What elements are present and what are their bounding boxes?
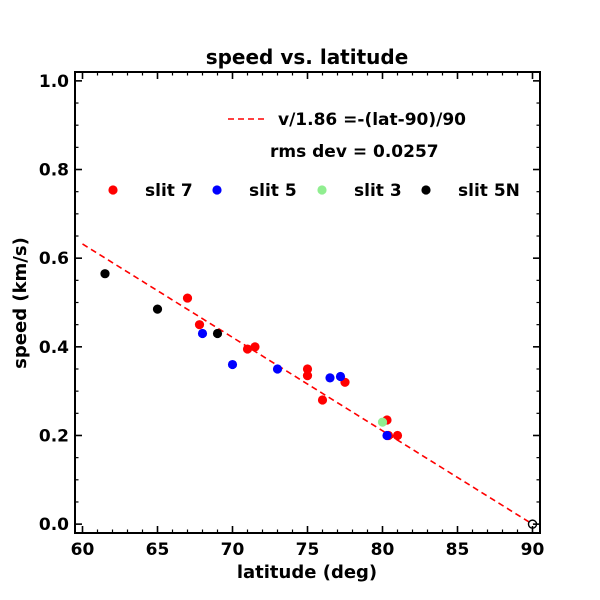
data-point-slit-3 [377, 417, 388, 427]
data-point-slit-7 [182, 293, 193, 303]
y-tick-label: 0.2 [39, 426, 69, 446]
legend-label-slit-3: slit 3 [354, 181, 402, 201]
data-point-slit-5n [152, 304, 163, 314]
fit-line-legend-label: v/1.86 =-(lat-90)/90 [278, 110, 466, 130]
x-tick-label: 90 [521, 540, 545, 560]
data-point-slit-7 [392, 430, 403, 441]
x-axis-label: latitude (deg) [237, 562, 377, 583]
legend-label-slit-7: slit 7 [145, 181, 193, 201]
chart-title: speed vs. latitude [206, 45, 409, 69]
data-point-slit-5 [272, 364, 283, 374]
data-point-slit-5 [382, 430, 392, 441]
y-tick-label: 0.6 [39, 249, 69, 269]
legend-marker-slit-3 [317, 185, 327, 195]
x-tick-label: 60 [71, 540, 95, 560]
data-point-slit-5 [325, 373, 335, 383]
x-tick-label: 85 [446, 540, 470, 560]
x-tick-label: 75 [296, 540, 320, 560]
x-tick-label: 65 [146, 540, 170, 560]
legend-marker-slit-5n [421, 185, 431, 195]
legend-label-slit-5n: slit 5N [458, 181, 520, 201]
plot-area: 60 65 70 75 80 85 90 0.0 0.2 0.4 0.6 0.8 1.0 slit 7 sl… [39, 71, 545, 560]
fit-line [82, 243, 533, 525]
data-point-slit-7 [317, 395, 328, 405]
y-tick-label: 0.0 [39, 515, 69, 535]
data-point-slit-7 [194, 320, 205, 330]
x-tick-label: 70 [221, 540, 245, 560]
data-point-slit-5 [227, 359, 238, 370]
data-point-slit-5n [212, 328, 223, 339]
legend-marker-slit-5 [212, 185, 222, 195]
legend-marker-slit-7 [108, 185, 118, 195]
data-point-slit-5 [335, 371, 346, 382]
legend-label-slit-5: slit 5 [249, 181, 297, 201]
data-point-slit-7 [302, 364, 313, 374]
data-point-slit-7 [242, 344, 253, 354]
data-point-slit-7 [302, 371, 313, 381]
y-tick-label: 0.8 [39, 161, 69, 181]
rms-annotation: rms dev = 0.0257 [270, 142, 439, 162]
y-axis-label: speed (km/s) [10, 237, 31, 369]
data-point-slit-5n [100, 269, 110, 279]
y-tick-label: 1.0 [39, 72, 69, 92]
x-tick-label: 80 [371, 540, 395, 560]
data-point-slit-7 [250, 342, 260, 352]
open-circle-marker [527, 519, 538, 529]
y-tick-label: 0.4 [39, 338, 69, 358]
data-point-slit-5 [197, 328, 208, 339]
